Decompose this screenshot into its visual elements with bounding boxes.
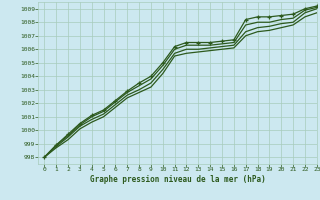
X-axis label: Graphe pression niveau de la mer (hPa): Graphe pression niveau de la mer (hPa)	[90, 175, 266, 184]
